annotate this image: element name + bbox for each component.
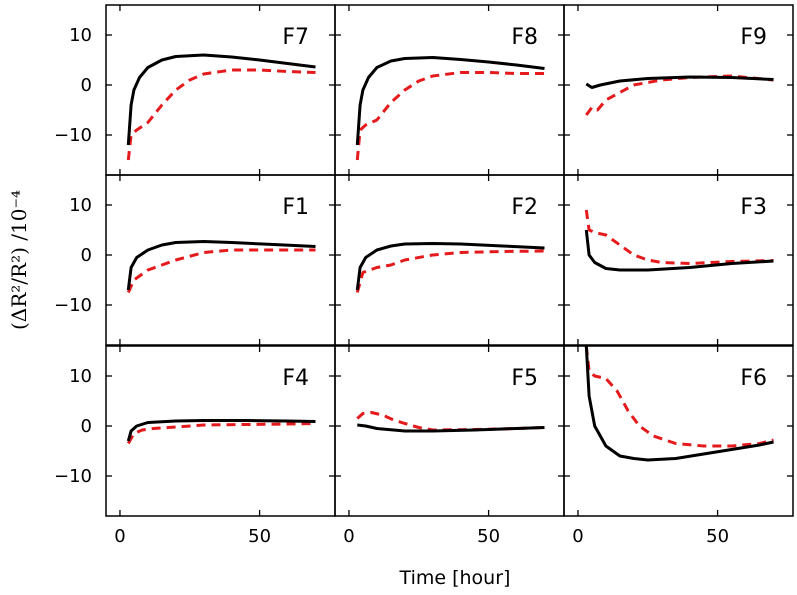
panel-label: F3 [740,195,767,220]
series-group [355,56,545,161]
x-tick-label-0: 0 [572,526,583,547]
series-group [126,53,316,161]
y-tick-label: 10 [69,195,92,216]
panel-f6: F6 [563,345,794,517]
y-tick-label: −10 [54,125,92,146]
series-group [585,74,774,116]
series-group [584,346,774,462]
y-tick-labels: −10 0 10 −10 0 10 −10 0 10 [54,25,92,487]
solid-series [355,56,545,146]
dashed-series [355,71,545,161]
x-tick-labels: 0 50 0 50 0 50 [114,526,729,547]
panel-label: F7 [282,25,309,50]
panel-f2: F2 [334,174,565,346]
panel-label: F6 [740,366,767,391]
series-group [355,242,545,293]
panel-label: F2 [511,195,538,220]
x-tick-label-0: 0 [114,526,125,547]
y-axis-label: (ΔR²/R²) /10⁻⁴ [7,190,31,330]
y-tick-label: 0 [81,416,92,437]
solid-series [126,53,316,146]
y-tick-label: 0 [81,245,92,266]
y-tick-label: −10 [54,295,92,316]
series-group [126,240,316,294]
panel-label: F1 [282,195,309,220]
panel-f7: F7 [105,4,336,176]
solid-series [355,242,545,291]
panel-frame [563,174,794,346]
series-group [356,411,545,433]
dashed-series [126,422,316,445]
y-tick-label: −10 [54,466,92,487]
solid-series [126,419,316,442]
panel-label: F9 [740,25,767,50]
solid-series [357,423,545,433]
solid-series [585,75,774,89]
panel-frame [563,345,794,517]
solid-series [126,240,316,291]
x-tick-label-50: 50 [706,526,729,547]
series-group [126,419,316,445]
panel-label: F8 [511,25,538,50]
y-tick-label: 10 [69,25,92,46]
x-axis-label: Time [hour] [399,567,511,589]
panel-f9: F9 [563,4,794,176]
dashed-series [355,249,545,293]
solid-series [584,346,774,462]
panel-label: F4 [282,366,309,391]
dashed-series [126,68,316,161]
panel-f5: F5 [334,345,565,517]
series-group [584,209,774,272]
panel-grid: F7 F8 F9 F1 F2 F3 F4 F5 F6 [105,4,794,517]
dashed-series [126,248,316,294]
panel-f1: F1 [105,174,336,346]
solid-series [584,229,774,272]
panel-f4: F4 [105,345,336,517]
x-tick-label-50: 50 [477,526,500,547]
dashed-series [584,209,774,265]
panel-label: F5 [511,366,538,391]
x-tick-label-0: 0 [343,526,354,547]
x-tick-label-50: 50 [248,526,271,547]
panel-f8: F8 [334,4,565,176]
y-tick-label: 10 [69,366,92,387]
panel-f3: F3 [563,174,794,346]
y-tick-label: 0 [81,75,92,96]
dashed-series [584,346,774,448]
